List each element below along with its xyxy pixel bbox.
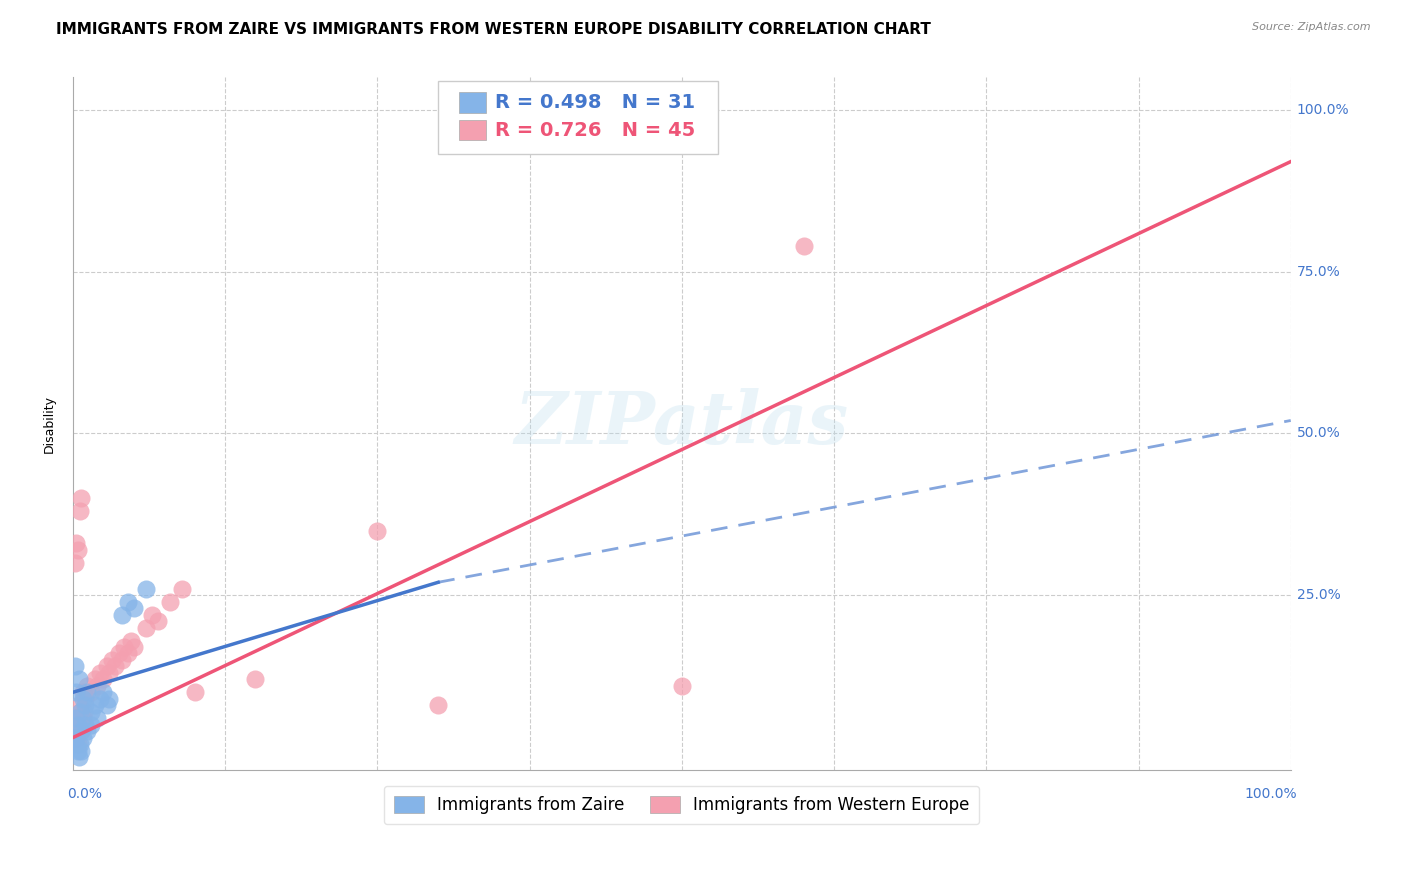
Text: R = 0.726   N = 45: R = 0.726 N = 45	[495, 120, 696, 139]
Legend: Immigrants from Zaire, Immigrants from Western Europe: Immigrants from Zaire, Immigrants from W…	[384, 786, 980, 824]
Text: 50.0%: 50.0%	[1296, 426, 1340, 441]
Text: 100.0%: 100.0%	[1296, 103, 1350, 117]
FancyBboxPatch shape	[439, 81, 718, 153]
FancyBboxPatch shape	[458, 120, 485, 140]
Text: Source: ZipAtlas.com: Source: ZipAtlas.com	[1253, 22, 1371, 32]
FancyBboxPatch shape	[458, 92, 485, 112]
Text: R = 0.498   N = 31: R = 0.498 N = 31	[495, 93, 696, 112]
Text: 100.0%: 100.0%	[1244, 787, 1296, 801]
Text: IMMIGRANTS FROM ZAIRE VS IMMIGRANTS FROM WESTERN EUROPE DISABILITY CORRELATION C: IMMIGRANTS FROM ZAIRE VS IMMIGRANTS FROM…	[56, 22, 931, 37]
Y-axis label: Disability: Disability	[44, 395, 56, 453]
Text: 75.0%: 75.0%	[1296, 265, 1340, 278]
Text: 25.0%: 25.0%	[1296, 588, 1340, 602]
Text: ZIPatlas: ZIPatlas	[515, 388, 849, 459]
Text: 0.0%: 0.0%	[66, 787, 101, 801]
